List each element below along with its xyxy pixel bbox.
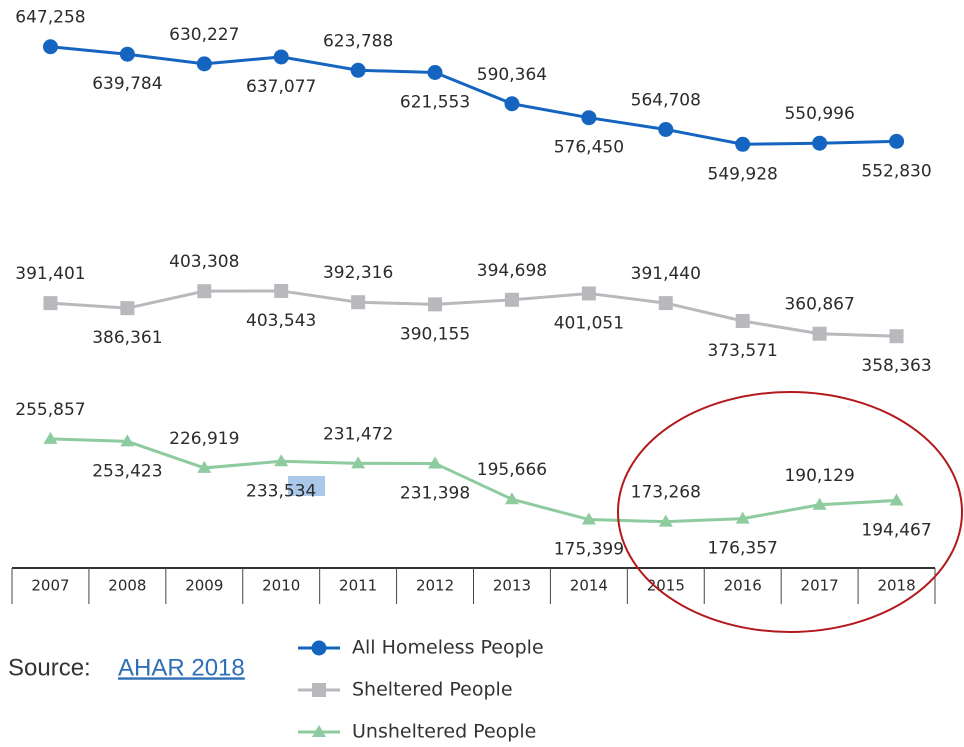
legend-label: Unsheltered People [352,721,536,743]
point [42,39,58,55]
data-label: 173,268 [631,483,701,503]
point [658,514,673,527]
x-tick-label: 2018 [877,577,915,595]
data-label: 233,534 [246,481,316,501]
data-label: 621,553 [400,93,470,113]
data-label: 552,830 [861,161,931,181]
series-line [50,289,897,338]
data-label: 231,472 [323,424,393,444]
data-label: 403,308 [169,252,239,272]
point [197,460,212,473]
point [274,454,289,467]
data-label: 176,357 [708,539,778,559]
source-label: Source: [8,654,91,681]
data-label: 576,450 [554,138,624,158]
x-tick-label: 2014 [570,577,608,595]
point [351,456,366,469]
data-label: 403,543 [246,311,316,331]
point [889,493,904,506]
series-line [50,45,897,146]
data-label: 190,129 [784,466,854,486]
point [812,497,827,510]
data-label: 175,399 [554,540,624,560]
data-label: 623,788 [323,31,393,51]
x-tick-label: 2017 [801,577,839,595]
point [889,329,904,344]
data-label: 391,440 [631,264,701,284]
point [889,133,905,149]
series-line [50,437,897,524]
point [581,286,596,301]
x-tick-label: 2011 [339,577,377,595]
point [812,326,827,341]
point [428,456,443,469]
x-tick-label: 2012 [416,577,454,595]
data-label: 401,051 [554,313,624,333]
data-label: 549,928 [708,164,778,184]
x-tick-label: 2008 [108,577,146,595]
legend-marker [312,725,326,737]
point [119,46,135,62]
x-tick-label: 2007 [31,577,69,595]
point [43,296,58,311]
data-label: 390,155 [400,324,470,344]
point [735,313,750,328]
point [196,56,212,72]
legend-label: Sheltered People [352,679,513,701]
data-label: 358,363 [861,356,931,376]
point [351,295,366,310]
x-tick-label: 2010 [262,577,300,595]
point [658,296,673,311]
legend-marker [311,640,327,656]
point [274,283,289,298]
data-label: 231,398 [400,483,470,503]
point [812,135,828,151]
data-label: 392,316 [323,263,393,283]
point [43,431,58,444]
data-label: 194,467 [861,520,931,540]
point [427,65,443,81]
data-label: 647,258 [15,8,85,28]
point [504,492,519,505]
x-tick-label: 2016 [724,577,762,595]
point [273,49,289,65]
point [581,512,596,525]
source-link[interactable]: AHAR 2018 [118,654,245,681]
point [504,292,519,307]
data-label: 391,401 [15,264,85,284]
data-label: 373,571 [708,341,778,361]
data-label: 550,996 [784,104,854,124]
data-label: 253,423 [92,461,162,481]
point [658,121,674,137]
data-label: 590,364 [477,65,547,85]
point [581,110,597,126]
text-selection [288,476,325,496]
point [120,434,135,447]
x-tick-label: 2015 [647,577,685,595]
point [735,511,750,524]
data-label: 195,666 [477,460,547,480]
annotation-circle [617,391,963,633]
data-label: 394,698 [477,261,547,281]
data-label: 564,708 [631,90,701,110]
data-label: 386,361 [92,328,162,348]
legend-marker [312,683,326,697]
point [428,297,443,312]
data-label: 226,919 [169,429,239,449]
data-label: 637,077 [246,77,316,97]
point [120,301,135,316]
legend-label: All Homeless People [352,637,544,659]
point [350,62,366,78]
x-tick-label: 2009 [185,577,223,595]
data-label: 639,784 [92,74,162,94]
data-label: 630,227 [169,25,239,45]
year-table: 2007 2008 2009 2010 2011 2012 2013 2014 2015 2016… [11,567,936,604]
point [197,284,212,299]
x-tick-label: 2013 [493,577,531,595]
point [504,96,520,112]
data-label: 360,867 [784,295,854,315]
point [735,136,751,152]
data-label: 255,857 [15,400,85,420]
